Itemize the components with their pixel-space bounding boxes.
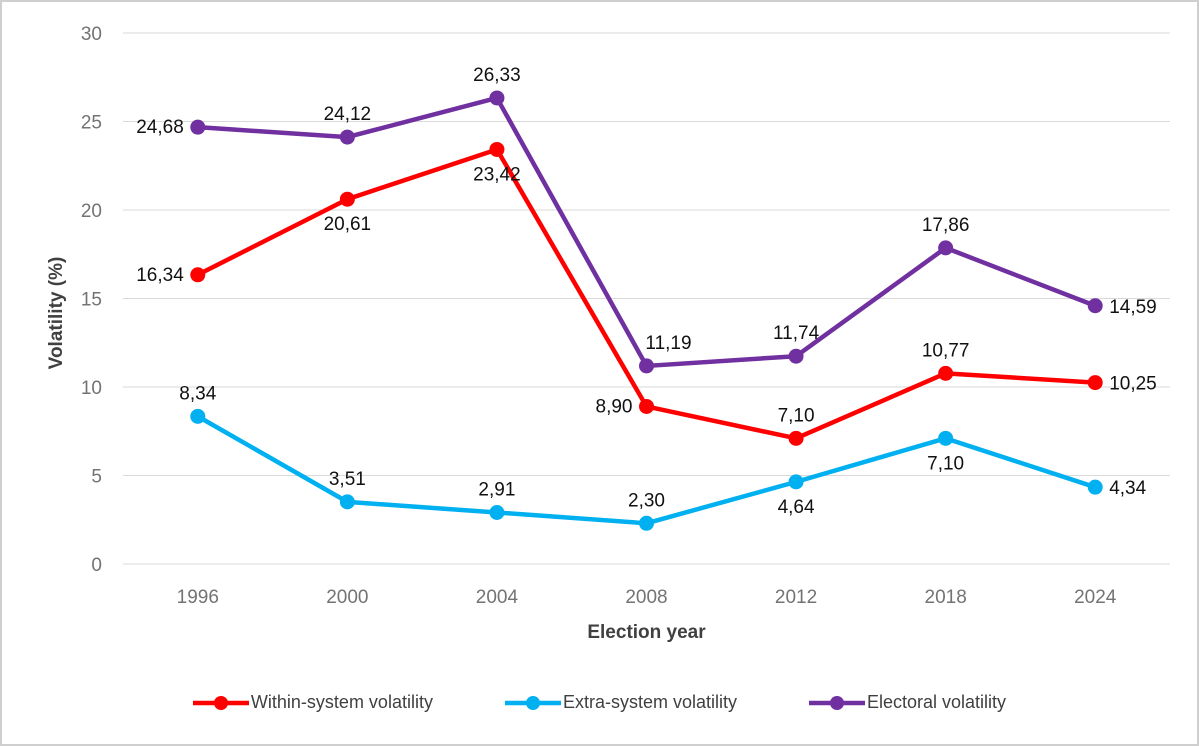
x-tick-label: 1996	[177, 587, 219, 608]
data-label: 11,74	[773, 323, 820, 344]
legend-line-marker-icon	[504, 695, 561, 710]
data-label: 26,33	[473, 65, 521, 86]
data-label: 24,12	[324, 104, 372, 125]
legend-label: Within-system volatility	[250, 692, 433, 712]
x-axis-title: Election year	[587, 622, 706, 643]
data-label: 24,68	[136, 117, 184, 138]
legend-item: Extra-system volatility	[504, 692, 737, 713]
data-point-marker	[339, 494, 355, 510]
data-point-marker	[1087, 375, 1103, 391]
data-label: 11,19	[645, 333, 691, 354]
data-point-marker	[938, 365, 954, 381]
legend-label: Extra-system volatility	[562, 692, 737, 712]
data-point-marker	[190, 408, 206, 424]
data-point-marker	[339, 129, 355, 145]
data-label: 20,61	[324, 214, 372, 235]
data-point-marker	[1087, 479, 1103, 495]
data-point-marker	[489, 504, 505, 520]
y-tick-label: 20	[81, 201, 102, 222]
data-label: 16,34	[136, 265, 184, 286]
data-point-marker	[190, 267, 206, 283]
data-point-marker	[489, 141, 505, 157]
data-point-marker	[489, 90, 505, 106]
legend-label: Electoral volatility	[867, 692, 1007, 712]
y-tick-label: 15	[81, 290, 102, 311]
y-axis-title: Volatility (%)	[46, 256, 67, 370]
x-tick-label: 2008	[625, 587, 667, 608]
legend-item: Within-system volatility	[192, 692, 433, 713]
data-point-marker	[938, 240, 954, 256]
data-label: 4,34	[1109, 478, 1146, 499]
data-label: 17,86	[922, 215, 970, 236]
y-tick-label: 0	[91, 555, 102, 576]
y-tick-label: 5	[91, 467, 102, 488]
data-label: 7,10	[778, 405, 815, 426]
chart-legend: Within-system volatility Extra-system vol…	[2, 692, 1197, 713]
data-label: 10,25	[1109, 374, 1157, 395]
data-point-marker	[788, 348, 804, 364]
data-label: 10,77	[922, 340, 970, 361]
data-point-marker	[339, 191, 355, 207]
data-point-marker	[639, 358, 654, 374]
series-line	[195, 147, 1098, 441]
data-label: 3,51	[329, 469, 366, 490]
x-tick-label: 2000	[326, 587, 368, 608]
y-tick-label: 10	[81, 378, 102, 399]
data-label: 2,91	[478, 479, 515, 500]
data-label: 8,34	[179, 383, 216, 404]
data-label: 23,42	[473, 164, 521, 185]
y-tick-label: 25	[81, 113, 102, 134]
x-tick-label: 2024	[1074, 587, 1117, 608]
data-point-marker	[788, 474, 804, 490]
legend-line-marker-icon	[192, 695, 249, 710]
data-point-marker	[639, 398, 654, 414]
data-point-marker	[190, 119, 206, 135]
legend-item: Electoral volatility	[809, 692, 1006, 713]
x-tick-label: 2018	[925, 587, 967, 608]
legend-line-marker-icon	[809, 695, 865, 710]
x-tick-label: 2004	[476, 587, 519, 608]
y-tick-label: 30	[81, 24, 102, 45]
line-chart-canvas: 0 5 10 15 20 25 30 1996 2000 2004 2008 2012 2018 2024…	[81, 24, 1170, 608]
data-point-marker	[788, 430, 804, 446]
data-label: 8,90	[596, 396, 633, 417]
data-label: 14,59	[1109, 297, 1157, 318]
data-point-marker	[938, 430, 954, 446]
data-label: 7,10	[927, 453, 964, 474]
x-tick-label: 2012	[775, 587, 817, 608]
data-label: 4,64	[778, 497, 815, 518]
data-point-marker	[639, 515, 654, 531]
data-label: 2,30	[628, 490, 665, 511]
data-point-marker	[1087, 298, 1103, 314]
